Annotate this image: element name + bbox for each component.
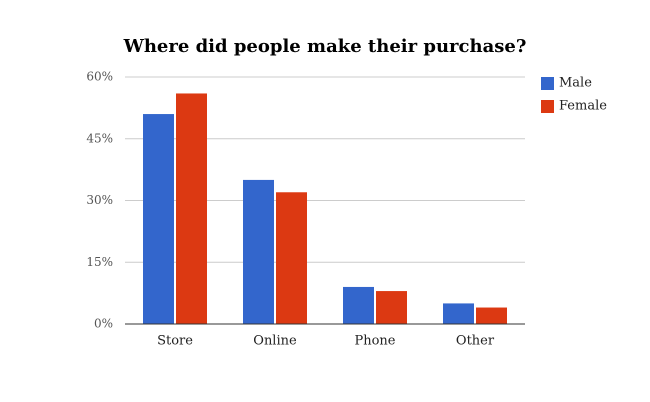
- y-tick-label: 0%: [94, 317, 113, 331]
- legend-label: Female: [559, 99, 607, 114]
- bar: [143, 114, 174, 324]
- y-tick-label: 15%: [86, 255, 113, 269]
- bar: [443, 303, 474, 324]
- legend-swatch: [541, 100, 554, 113]
- y-tick-label: 60%: [86, 70, 113, 84]
- bar: [376, 291, 407, 324]
- chart-title: Where did people make their purchase?: [123, 36, 527, 57]
- x-tick-label: Phone: [354, 334, 395, 349]
- bar: [276, 192, 307, 324]
- y-tick-label: 45%: [86, 131, 113, 145]
- legend-label: Male: [559, 76, 592, 91]
- legend-swatch: [541, 77, 554, 90]
- x-tick-label: Store: [157, 334, 193, 349]
- bar: [476, 307, 507, 324]
- x-tick-label: Online: [253, 334, 297, 349]
- bar: [176, 93, 207, 324]
- y-tick-label: 30%: [86, 193, 113, 207]
- x-tick-label: Other: [456, 334, 495, 349]
- bar: [343, 286, 374, 324]
- bar: [243, 179, 274, 324]
